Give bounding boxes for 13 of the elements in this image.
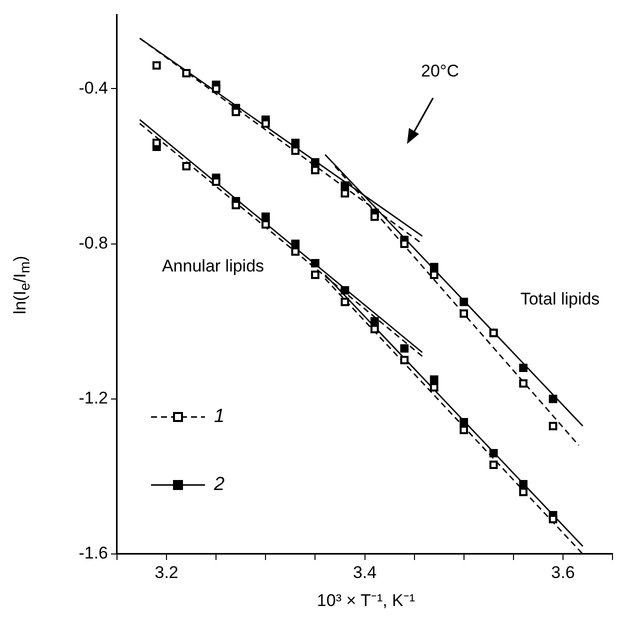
y-tick-label: -0.8	[78, 233, 108, 252]
x-axis-title: 10³ × T⁻¹, K⁻¹	[316, 590, 416, 611]
x-tick-label: 3.4	[352, 562, 377, 582]
y-tick-label: -1.2	[78, 388, 108, 408]
x-tick-label: 3.6	[551, 562, 575, 582]
y-tick-label: -1.6	[78, 544, 108, 563]
annotation: 20°C	[421, 62, 459, 81]
y-tick-label: -0.4	[78, 78, 108, 98]
annotation: Annular lipids	[162, 256, 264, 276]
legend-label: 1	[214, 406, 225, 428]
legend-label: 2	[214, 474, 225, 496]
annotation: Total lipids	[520, 290, 600, 309]
x-tick-label: 3.2	[154, 562, 178, 582]
